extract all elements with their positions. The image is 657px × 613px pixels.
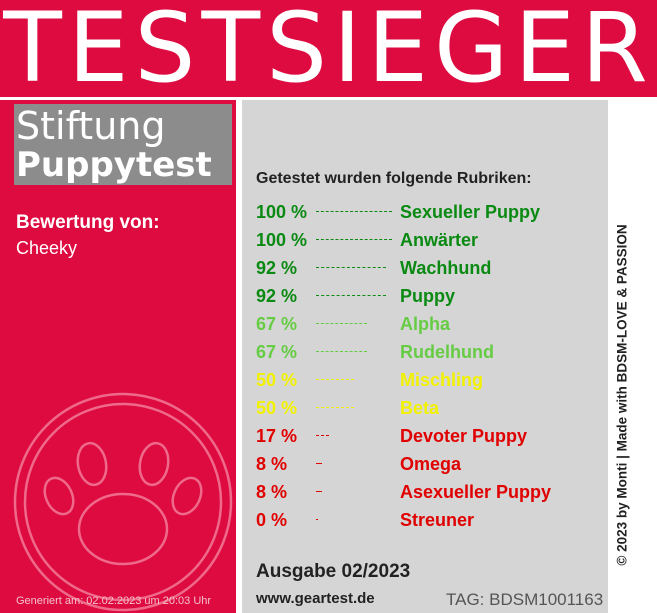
rubrik-row: 50 % Beta — [256, 396, 601, 422]
rubrik-leader — [316, 463, 322, 464]
rubrik-leader — [316, 519, 318, 520]
rubrik-leader — [316, 491, 322, 492]
rubrik-percent: 100 % — [256, 202, 308, 222]
rubrik-row: 67 % Rudelhund — [256, 340, 601, 366]
rubrik-leader — [316, 435, 329, 436]
brand-box — [14, 104, 232, 185]
website-link[interactable]: www.geartest.de — [256, 590, 375, 607]
copyright-credit: © 2023 by Monti | Made with BDSM-LOVE & … — [614, 224, 630, 566]
rubrik-leader — [316, 267, 386, 268]
brand-line-1: Stiftung — [16, 104, 166, 148]
rubrik-category: Omega — [400, 454, 462, 474]
rubrik-row: 67 % Alpha — [256, 312, 601, 338]
rubrik-leader — [316, 295, 386, 296]
rating-label: Bewertung von: — [16, 212, 160, 233]
rubrik-row: 0 % Streuner — [256, 508, 601, 534]
rubrik-row: 92 % Wachhund — [256, 256, 601, 282]
rubrik-percent: 92 % — [256, 286, 298, 306]
rubrik-category: Mischling — [400, 370, 484, 390]
rubrik-percent: 67 % — [256, 314, 298, 334]
rubrik-row: 100 % Anwärter — [256, 228, 601, 254]
rubrik-category: Devoter Puppy — [400, 426, 528, 446]
rubrik-row: 100 % Sexueller Puppy — [256, 200, 601, 226]
rubrik-percent: 50 % — [256, 370, 298, 390]
rubrik-category: Alpha — [400, 314, 451, 334]
rubrik-row: 8 % Asexueller Puppy — [256, 480, 601, 506]
rubrik-row: 50 % Mischling — [256, 368, 601, 394]
rubrik-percent: 100 % — [256, 230, 308, 250]
rubrik-percent: 0 % — [256, 510, 288, 530]
rubrik-category: Wachhund — [400, 258, 492, 278]
rubrik-percent: 8 % — [256, 482, 288, 502]
rubrik-leader — [316, 239, 392, 240]
rubrik-leader — [316, 379, 354, 380]
rubrik-leader — [316, 407, 354, 408]
left-panel — [0, 100, 236, 613]
rubrik-percent: 17 % — [256, 426, 298, 446]
rubrik-percent: 92 % — [256, 258, 298, 278]
rubrik-leader — [316, 211, 392, 212]
banner-title: TESTSIEGER — [3, 0, 654, 104]
rubrik-category: Asexueller Puppy — [400, 482, 552, 502]
issue-label: Ausgabe 02/2023 — [256, 561, 411, 582]
rubrik-row: 92 % Puppy — [256, 284, 601, 310]
results-panel — [242, 100, 608, 613]
banner: TESTSIEGER — [0, 0, 657, 97]
rating-name: Cheeky — [16, 238, 78, 258]
rubrik-category: Puppy — [400, 286, 456, 306]
rubrik-category: Rudelhund — [400, 342, 494, 362]
rubrik-percent: 8 % — [256, 454, 288, 474]
paw-icon — [13, 392, 233, 612]
rubrik-category: Beta — [400, 398, 440, 418]
rubrik-category: Anwärter — [400, 230, 479, 250]
rubrik-leader — [316, 323, 367, 324]
rubrik-category: Streuner — [400, 510, 475, 530]
rubrik-category: Sexueller Puppy — [400, 202, 541, 222]
rubrik-row: 8 % Omega — [256, 452, 601, 478]
rubrik-percent: 50 % — [256, 398, 298, 418]
rubrik-leader — [316, 351, 367, 352]
brand-line-2: Puppytest — [16, 145, 212, 185]
rubrik-percent: 67 % — [256, 342, 298, 362]
rubriken-title: Getestet wurden folgende Rubriken: — [256, 170, 532, 187]
generated-timestamp: Generiert am: 02.02.2023 um 20:03 Uhr — [16, 595, 212, 607]
tag-id: TAG: BDSM1001163 — [446, 590, 604, 609]
rubrik-row: 17 % Devoter Puppy — [256, 424, 601, 450]
